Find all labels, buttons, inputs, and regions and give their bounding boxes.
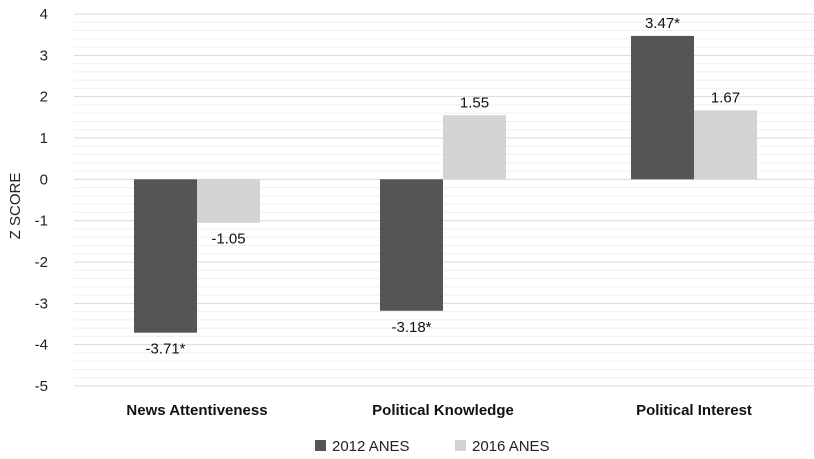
y-tick-label: -5 — [35, 378, 48, 395]
category-label: News Attentiveness — [126, 402, 267, 419]
legend: 2012 ANES 2016 ANES — [315, 438, 550, 455]
category-label: Political Interest — [636, 402, 752, 419]
y-axis-label: Z SCORE — [7, 173, 24, 240]
y-tick-label: 2 — [40, 89, 48, 106]
y-tick-label: 4 — [40, 6, 48, 23]
y-tick-label: 1 — [40, 130, 48, 147]
data-label: 3.47* — [645, 15, 680, 32]
legend-swatch — [455, 440, 466, 451]
legend-label: 2016 ANES — [472, 438, 550, 455]
data-label: -3.18* — [391, 319, 431, 336]
y-axis-ticks: 4 3 2 1 0 -1 -2 -3 -4 -5 — [35, 6, 48, 395]
data-label: -1.05 — [211, 231, 245, 248]
bar — [631, 35, 694, 180]
y-tick-label: -1 — [35, 213, 48, 230]
bar — [197, 179, 260, 223]
y-tick-label: -3 — [35, 295, 48, 312]
bar — [380, 179, 443, 311]
data-label: 1.55 — [460, 94, 489, 111]
bar — [694, 110, 757, 180]
category-label: Political Knowledge — [372, 402, 514, 419]
y-tick-label: 3 — [40, 47, 48, 64]
bar — [134, 179, 197, 333]
bar — [443, 115, 506, 180]
data-labels: -3.71* -1.05 -3.18* 1.55 3.47* 1.67 — [145, 15, 740, 358]
data-label: -3.71* — [145, 341, 185, 358]
y-tick-label: 0 — [40, 171, 48, 188]
y-tick-label: -2 — [35, 254, 48, 271]
category-labels: News Attentiveness Political Knowledge Pol… — [126, 402, 752, 419]
legend-swatch — [315, 440, 326, 451]
legend-label: 2012 ANES — [332, 438, 410, 455]
data-label: 1.67 — [711, 89, 740, 106]
bars — [134, 35, 757, 333]
y-tick-label: -4 — [35, 337, 48, 354]
